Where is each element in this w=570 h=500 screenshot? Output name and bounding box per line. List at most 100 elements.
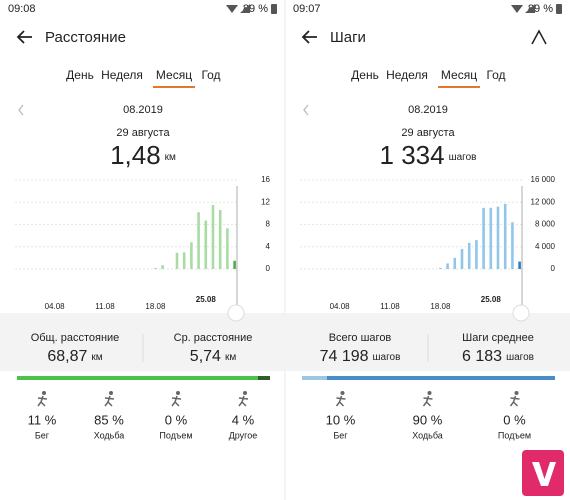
activity-icon-head xyxy=(243,391,247,395)
activity-percent: 10 % xyxy=(326,412,356,427)
tab[interactable]: День xyxy=(351,68,379,82)
activity-label: Ходьба xyxy=(412,430,443,440)
slider-handle[interactable] xyxy=(512,304,530,322)
y-tick-label: 4 000 xyxy=(535,242,556,251)
bar xyxy=(197,212,200,269)
tab[interactable]: Неделя xyxy=(101,68,143,82)
stat-label: Шаги среднее xyxy=(462,332,534,344)
status-time: 09:08 xyxy=(8,3,36,15)
progress-track xyxy=(302,376,555,380)
bar xyxy=(211,205,215,269)
activity-percent: 0 % xyxy=(165,412,188,427)
activity-icon-head xyxy=(42,391,46,395)
activity-percent: 11 % xyxy=(28,412,57,427)
bar xyxy=(496,206,500,269)
stat-value-value: 5,74 xyxy=(190,348,221,365)
tab[interactable]: День xyxy=(66,68,94,82)
activity-label: Другое xyxy=(229,430,258,440)
stat-value-unit: шагов xyxy=(506,352,534,363)
screen-title: Расстояние xyxy=(45,29,126,46)
stat-value-unit: км xyxy=(225,352,236,363)
back-button[interactable] xyxy=(16,30,32,44)
activity-icon-body xyxy=(171,395,182,407)
selected-date: 29 августа xyxy=(116,127,170,139)
selected-value: 1,48 км xyxy=(110,140,176,170)
tab[interactable]: Год xyxy=(486,68,505,82)
activity-percent: 0 % xyxy=(503,412,526,427)
y-tick-label: 12 xyxy=(261,197,270,206)
activity-label: Подъем xyxy=(498,430,531,440)
selected-value-value: 1,48 xyxy=(110,140,161,170)
x-tick-label: 18.08 xyxy=(430,302,451,311)
bar xyxy=(460,248,464,269)
slider-handle[interactable] xyxy=(227,304,245,322)
bar xyxy=(161,265,164,269)
watermark-glyph xyxy=(532,462,556,486)
bar xyxy=(475,240,478,269)
tab-underline xyxy=(438,86,480,88)
activity-icon-head xyxy=(514,391,519,395)
activity-percent: 4 % xyxy=(232,412,255,427)
battery-icon xyxy=(271,4,277,14)
bar xyxy=(446,263,449,269)
bar xyxy=(175,252,179,269)
activity-label: Подъем xyxy=(159,430,192,440)
bar xyxy=(218,210,222,269)
wifi-icon xyxy=(226,5,238,13)
selected-value-unit: км xyxy=(165,152,176,163)
activity-icon-body xyxy=(422,395,433,407)
selected-value-unit: шагов xyxy=(449,152,477,163)
x-tick-label: 04.08 xyxy=(45,302,66,311)
x-tick-label: 11.08 xyxy=(95,302,115,311)
progress-fill xyxy=(302,376,327,380)
y-tick-label: 4 xyxy=(266,242,271,251)
status-time: 09:07 xyxy=(293,3,321,15)
y-tick-label: 12 000 xyxy=(531,197,556,206)
activity-icon-body xyxy=(104,395,115,407)
bar xyxy=(204,220,208,269)
stat-value: 6 183 шагов xyxy=(462,348,534,365)
back-button[interactable] xyxy=(301,30,317,44)
bar xyxy=(439,267,442,269)
progress-fill xyxy=(17,376,258,380)
period: 08.2019 xyxy=(123,104,163,116)
prev-period[interactable] xyxy=(18,104,24,116)
stat-value-unit: шагов xyxy=(373,352,401,363)
activity-icon-head xyxy=(176,391,180,395)
stat-value-value: 74 198 xyxy=(320,348,369,365)
stat-value-value: 68,87 xyxy=(47,348,87,365)
tab[interactable]: Месяц xyxy=(156,68,192,82)
bar xyxy=(233,260,236,269)
tab-underline xyxy=(153,86,195,88)
activity-label: Ходьба xyxy=(94,430,125,440)
bar xyxy=(489,207,493,269)
activity-label: Бег xyxy=(333,430,348,440)
selected-date: 29 августа xyxy=(401,127,455,139)
prev-period[interactable] xyxy=(303,104,309,116)
y-tick-label: 8 000 xyxy=(535,220,556,229)
activity-icon-head xyxy=(109,391,113,395)
tab[interactable]: Год xyxy=(201,68,220,82)
x-tick-label: 18.08 xyxy=(145,302,166,311)
bar xyxy=(482,207,485,269)
x-tick-label: 04.08 xyxy=(330,302,351,311)
bar xyxy=(467,242,471,269)
bar xyxy=(226,228,229,269)
activity-percent: 90 % xyxy=(413,412,443,427)
activity-icon-head xyxy=(340,391,345,395)
stat-value-unit: км xyxy=(91,352,102,363)
stat-label: Всего шагов xyxy=(329,332,392,344)
y-tick-label: 16 xyxy=(261,175,270,184)
wifi-icon xyxy=(511,5,523,13)
y-tick-label: 16 000 xyxy=(531,175,556,184)
share-button[interactable] xyxy=(531,29,547,45)
bar xyxy=(518,261,521,269)
y-tick-label: 8 xyxy=(266,220,271,229)
y-tick-label: 0 xyxy=(266,264,271,273)
tab[interactable]: Неделя xyxy=(386,68,428,82)
tab[interactable]: Месяц xyxy=(441,68,477,82)
activity-percent: 85 % xyxy=(94,412,124,427)
screen-title: Шаги xyxy=(330,29,366,46)
activity-label: Бег xyxy=(35,430,50,440)
